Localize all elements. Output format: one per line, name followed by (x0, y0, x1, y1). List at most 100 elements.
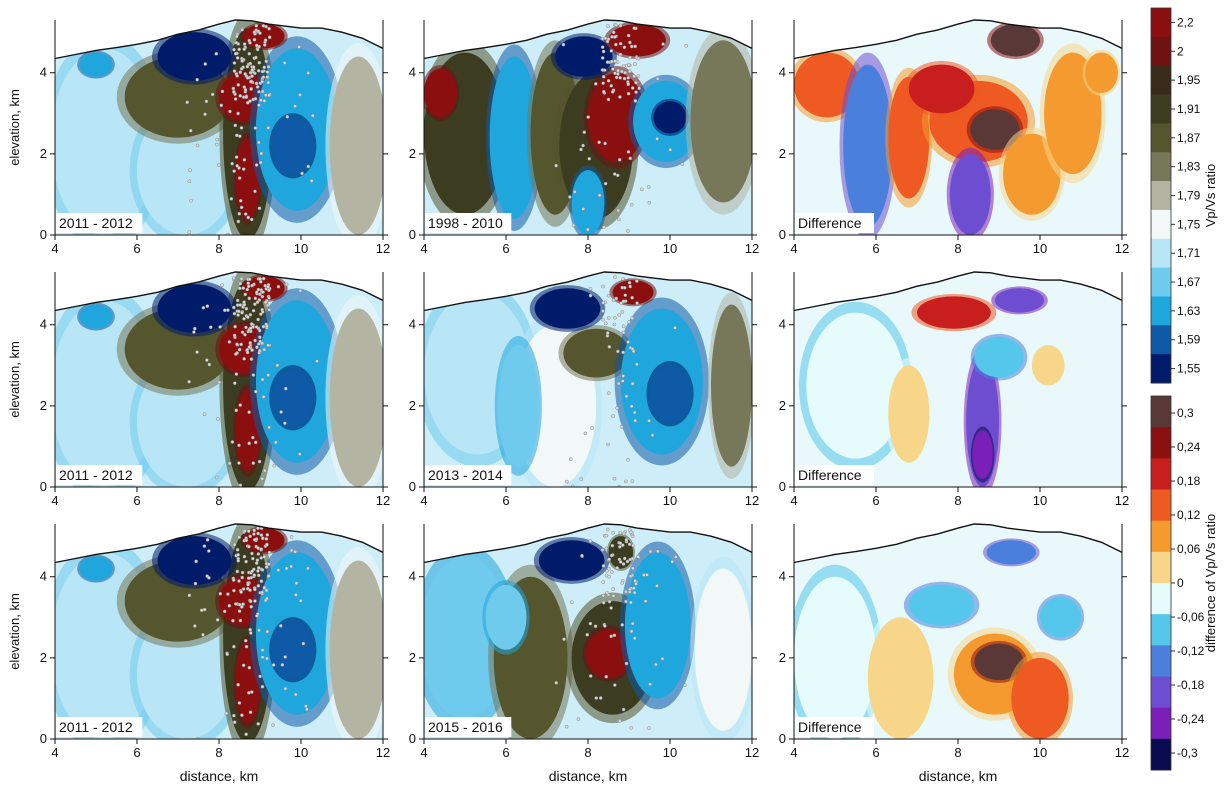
event-dot (655, 584, 659, 588)
event-dot (568, 195, 572, 199)
colorbar-swatch (1151, 325, 1171, 355)
x-tick-label: 8 (954, 241, 961, 256)
event-dot (626, 76, 630, 80)
event-dot (215, 417, 220, 421)
event-dot (604, 546, 609, 551)
event-dot (220, 89, 225, 94)
event-dot (253, 338, 257, 343)
x-tick-label: 6 (133, 745, 140, 760)
event-dot (252, 37, 257, 42)
event-dot (248, 341, 253, 345)
x-tick-label: 4 (51, 493, 58, 508)
event-dot (251, 556, 255, 561)
event-dot (618, 545, 622, 549)
event-dot (630, 316, 635, 321)
event-dot (283, 686, 288, 691)
event-dot (238, 134, 242, 138)
event-dot (629, 629, 634, 634)
event-dot (613, 71, 617, 75)
event-dot (232, 333, 237, 338)
event-dot (223, 308, 227, 313)
event-dot (621, 330, 626, 335)
event-dot (623, 293, 628, 297)
event-dot (214, 475, 219, 480)
event-dot (242, 529, 247, 533)
event-dot (661, 42, 665, 46)
event-dot (199, 608, 204, 613)
y-axis-title: elevation, km (7, 593, 22, 670)
event-dot (631, 349, 636, 354)
event-dot (241, 167, 246, 171)
event-dot (673, 326, 677, 330)
panel-label-box (56, 717, 143, 737)
event-dot (239, 67, 244, 71)
event-dot (294, 593, 298, 597)
anomaly-blob (79, 304, 113, 329)
event-dot (247, 296, 252, 301)
event-dot (235, 342, 239, 347)
event-dot (627, 280, 632, 285)
x-tick-label: 10 (294, 493, 308, 508)
anomaly-blob (329, 56, 383, 235)
x-tick-label: 12 (1115, 493, 1129, 508)
event-dot (266, 343, 270, 348)
event-dot (233, 381, 237, 386)
event-dot (259, 533, 264, 537)
event-dot (248, 710, 253, 715)
colorbar-tick-label: 1,91 (1177, 102, 1201, 116)
event-dot (622, 556, 627, 561)
event-dot (187, 179, 192, 184)
event-dot (248, 99, 252, 103)
event-dot (626, 82, 631, 87)
event-dot (193, 581, 198, 586)
topography-line (54, 19, 384, 60)
x-tick-label: 10 (1033, 493, 1047, 508)
event-dot (265, 542, 269, 547)
event-dot (612, 322, 617, 327)
event-dot (248, 588, 252, 592)
event-dot (624, 537, 629, 542)
event-dot (289, 548, 294, 553)
topography-line (423, 523, 753, 564)
event-dot (256, 531, 260, 536)
event-dot (249, 87, 253, 91)
event-dot (248, 534, 252, 539)
event-dot (613, 35, 617, 39)
event-dot (237, 609, 242, 613)
anomaly-blob (157, 284, 232, 333)
colorbar-swatch (1151, 296, 1171, 326)
y-axis-title: elevation, km (7, 341, 22, 418)
y-tick-label: 0 (40, 731, 47, 746)
event-dot (243, 72, 247, 76)
event-dot (259, 556, 264, 560)
event-dot (251, 435, 255, 440)
event-dot (189, 198, 193, 203)
event-dot (231, 618, 235, 623)
event-dot (306, 566, 310, 571)
event-dot (648, 549, 653, 554)
event-dot (655, 76, 660, 81)
event-dot (263, 468, 267, 473)
event-dot (260, 568, 265, 572)
anomaly-blob (534, 288, 601, 329)
y-axis-title: elevation, km (7, 89, 22, 166)
event-dot (260, 648, 265, 652)
event-dot (264, 59, 269, 64)
event-dot (203, 62, 208, 66)
event-dot (260, 79, 264, 84)
event-dot (624, 599, 628, 604)
event-dot (244, 95, 249, 100)
event-dot (248, 326, 253, 330)
panel-label: Difference (798, 467, 862, 483)
event-dot (241, 663, 246, 668)
event-dot (250, 348, 254, 352)
event-dot (634, 90, 638, 94)
event-dot (264, 588, 269, 593)
event-dot (215, 137, 219, 142)
event-dot (630, 295, 634, 300)
event-dot (251, 461, 256, 465)
